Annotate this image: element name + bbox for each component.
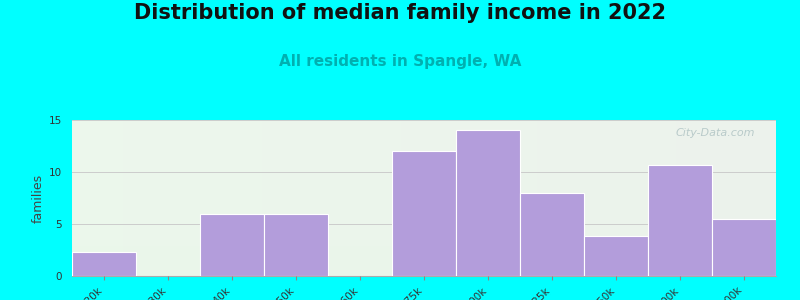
Bar: [392, 151, 456, 276]
Bar: [648, 165, 712, 276]
Y-axis label: families: families: [32, 173, 45, 223]
Bar: [200, 214, 264, 276]
Text: All residents in Spangle, WA: All residents in Spangle, WA: [279, 54, 521, 69]
Bar: [584, 236, 648, 276]
Bar: [520, 193, 584, 276]
Text: Distribution of median family income in 2022: Distribution of median family income in …: [134, 3, 666, 23]
Bar: [72, 252, 136, 276]
Text: City-Data.com: City-Data.com: [675, 128, 755, 138]
Bar: [712, 219, 776, 276]
Bar: [456, 130, 520, 276]
Bar: [264, 214, 328, 276]
